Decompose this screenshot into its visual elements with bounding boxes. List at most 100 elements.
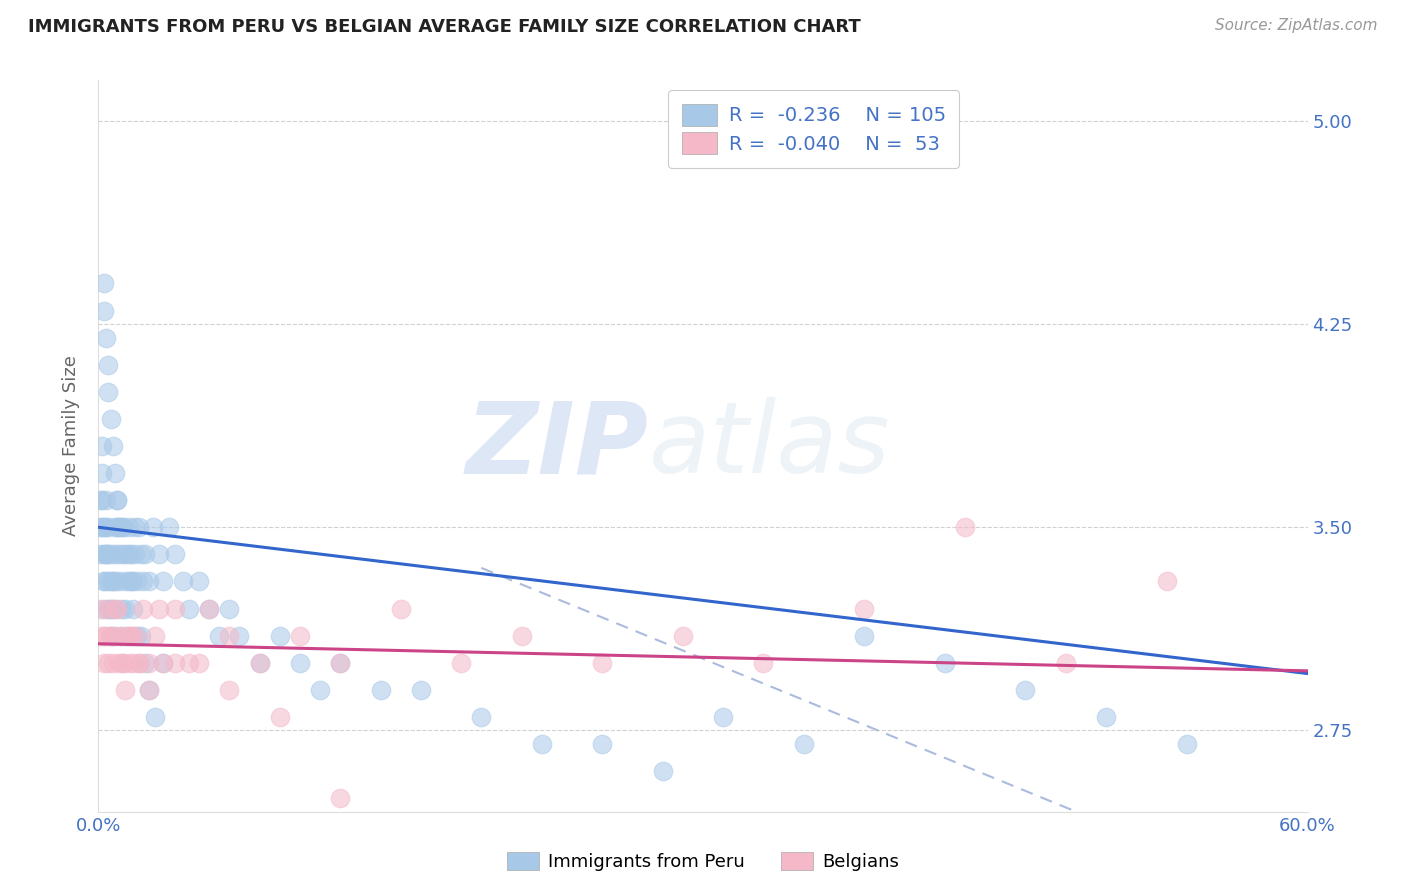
Point — [111, 656, 134, 670]
Point — [121, 656, 143, 670]
Point — [110, 629, 132, 643]
Point — [1156, 574, 1178, 589]
Point — [97, 384, 120, 399]
Point — [118, 656, 141, 670]
Point — [101, 629, 124, 643]
Point — [148, 601, 170, 615]
Point — [89, 547, 111, 561]
Point — [97, 520, 120, 534]
Point — [114, 574, 136, 589]
Point — [152, 656, 174, 670]
Point — [711, 710, 734, 724]
Y-axis label: Average Family Size: Average Family Size — [62, 356, 80, 536]
Text: atlas: atlas — [648, 398, 890, 494]
Point — [1054, 656, 1077, 670]
Point — [172, 574, 194, 589]
Point — [103, 574, 125, 589]
Point — [93, 547, 115, 561]
Point — [329, 791, 352, 805]
Point — [138, 574, 160, 589]
Point — [96, 493, 118, 508]
Point — [163, 547, 186, 561]
Point — [114, 547, 136, 561]
Point — [89, 601, 111, 615]
Point — [125, 574, 148, 589]
Point — [125, 629, 148, 643]
Point — [138, 682, 160, 697]
Point — [329, 656, 352, 670]
Point — [115, 629, 138, 643]
Legend: R =  -0.236    N = 105, R =  -0.040    N =  53: R = -0.236 N = 105, R = -0.040 N = 53 — [668, 90, 959, 168]
Point — [93, 574, 115, 589]
Point — [107, 574, 129, 589]
Point — [530, 737, 553, 751]
Point — [120, 629, 142, 643]
Point — [100, 547, 122, 561]
Point — [228, 629, 250, 643]
Point — [93, 656, 115, 670]
Point — [114, 682, 136, 697]
Point — [105, 520, 128, 534]
Point — [111, 547, 134, 561]
Point — [953, 520, 976, 534]
Point — [97, 574, 120, 589]
Point — [107, 520, 129, 534]
Point — [93, 601, 115, 615]
Point — [120, 547, 142, 561]
Point — [101, 439, 124, 453]
Point — [91, 466, 114, 480]
Point — [97, 601, 120, 615]
Point — [118, 520, 141, 534]
Point — [105, 493, 128, 508]
Point — [269, 710, 291, 724]
Point — [103, 520, 125, 534]
Point — [752, 656, 775, 670]
Point — [470, 710, 492, 724]
Point — [124, 629, 146, 643]
Point — [142, 520, 165, 534]
Point — [132, 574, 155, 589]
Point — [89, 493, 111, 508]
Point — [124, 547, 146, 561]
Point — [157, 520, 180, 534]
Point — [152, 574, 174, 589]
Point — [198, 601, 221, 615]
Point — [118, 547, 141, 561]
Point — [91, 439, 114, 453]
Point — [163, 656, 186, 670]
Point — [1095, 710, 1118, 724]
Point — [591, 656, 613, 670]
Point — [96, 520, 118, 534]
Point — [115, 629, 138, 643]
Point — [103, 466, 125, 480]
Point — [120, 629, 142, 643]
Point — [101, 574, 124, 589]
Point — [134, 656, 156, 670]
Point — [124, 520, 146, 534]
Point — [101, 601, 124, 615]
Point — [208, 629, 231, 643]
Point — [651, 764, 673, 778]
Point — [96, 547, 118, 561]
Point — [97, 358, 120, 372]
Point — [114, 601, 136, 615]
Point — [103, 601, 125, 615]
Legend: Immigrants from Peru, Belgians: Immigrants from Peru, Belgians — [499, 845, 907, 879]
Point — [93, 277, 115, 291]
Point — [93, 629, 115, 643]
Point — [110, 629, 132, 643]
Point — [152, 656, 174, 670]
Point — [107, 656, 129, 670]
Point — [97, 547, 120, 561]
Point — [138, 682, 160, 697]
Point — [188, 656, 211, 670]
Point — [100, 629, 122, 643]
Point — [188, 574, 211, 589]
Point — [329, 656, 352, 670]
Point — [269, 629, 291, 643]
Point — [198, 601, 221, 615]
Point — [128, 656, 150, 670]
Point — [100, 412, 122, 426]
Point — [93, 520, 115, 534]
Point — [793, 737, 815, 751]
